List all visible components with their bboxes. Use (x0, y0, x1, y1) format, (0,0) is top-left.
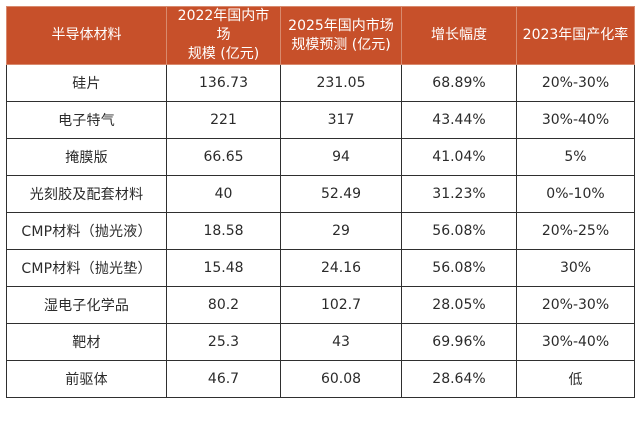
table-row: CMP材料（抛光液） 18.58 29 56.08% 20%-25% (6, 212, 635, 250)
market-2022-cell: 18.58 (166, 212, 281, 250)
market-2025-cell: 60.08 (280, 360, 402, 398)
market-2022-cell: 136.73 (166, 64, 281, 102)
table-body: 硅片 136.73 231.05 68.89% 20%-30% 电子特气 221 317 43.… (6, 64, 635, 398)
growth-rate-cell: 68.89% (401, 64, 517, 102)
header-material-line1: 半导体材料 (51, 27, 122, 43)
header-row: 半导体材料 2022年国内市场 规模 (亿元) 2025年国内市场 规模预测 (… (6, 6, 635, 65)
table-row: CMP材料（抛光垫） 15.48 24.16 56.08% 30% (6, 249, 635, 287)
market-2025-cell: 231.05 (280, 64, 402, 102)
table-row: 掩膜版 66.65 94 41.04% 5% (6, 138, 635, 176)
material-name-cell: 光刻胶及配套材料 (6, 175, 167, 213)
market-2025-cell: 24.16 (280, 249, 402, 287)
table-header: 半导体材料 2022年国内市场 规模 (亿元) 2025年国内市场 规模预测 (… (6, 6, 635, 65)
header-localization-line1: 2023年国产化率 (522, 27, 629, 43)
header-2025-market-forecast: 2025年国内市场 规模预测 (亿元) (280, 6, 402, 65)
localization-rate-cell: 20%-30% (516, 286, 635, 324)
header-2025-line1: 2025年国内市场 (288, 17, 394, 34)
header-growth-rate: 增长幅度 (401, 6, 517, 65)
market-2022-cell: 221 (166, 101, 281, 139)
header-localization-rate: 2023年国产化率 (516, 6, 635, 65)
market-2025-cell: 43 (280, 323, 402, 361)
semiconductor-materials-table: 半导体材料 2022年国内市场 规模 (亿元) 2025年国内市场 规模预测 (… (6, 6, 635, 398)
market-2025-cell: 52.49 (280, 175, 402, 213)
market-2022-cell: 25.3 (166, 323, 281, 361)
header-material: 半导体材料 (6, 6, 167, 65)
material-name-cell: 湿电子化学品 (6, 286, 167, 324)
table-row: 光刻胶及配套材料 40 52.49 31.23% 0%-10% (6, 175, 635, 213)
market-2022-cell: 46.7 (166, 360, 281, 398)
localization-rate-cell: 5% (516, 138, 635, 176)
material-name-cell: 掩膜版 (6, 138, 167, 176)
growth-rate-cell: 41.04% (401, 138, 517, 176)
header-2022-line2: 规模 (亿元) (187, 46, 260, 62)
header-2022-market-size: 2022年国内市场 规模 (亿元) (166, 6, 281, 65)
header-2025-line2: 规模预测 (亿元) (291, 36, 391, 53)
localization-rate-cell: 30%-40% (516, 323, 635, 361)
header-growth-line1: 增长幅度 (431, 27, 487, 43)
growth-rate-cell: 43.44% (401, 101, 517, 139)
market-2022-cell: 66.65 (166, 138, 281, 176)
header-2022-line1: 2022年国内市场 (177, 8, 270, 43)
growth-rate-cell: 56.08% (401, 212, 517, 250)
market-2025-cell: 94 (280, 138, 402, 176)
table-row: 靶材 25.3 43 69.96% 30%-40% (6, 323, 635, 361)
table-row: 电子特气 221 317 43.44% 30%-40% (6, 101, 635, 139)
material-name-cell: CMP材料（抛光液） (6, 212, 167, 250)
table-row: 前驱体 46.7 60.08 28.64% 低 (6, 360, 635, 398)
material-name-cell: 靶材 (6, 323, 167, 361)
material-name-cell: 电子特气 (6, 101, 167, 139)
localization-rate-cell: 20%-25% (516, 212, 635, 250)
localization-rate-cell: 30% (516, 249, 635, 287)
growth-rate-cell: 31.23% (401, 175, 517, 213)
market-2025-cell: 102.7 (280, 286, 402, 324)
market-2022-cell: 40 (166, 175, 281, 213)
market-2022-cell: 15.48 (166, 249, 281, 287)
material-name-cell: CMP材料（抛光垫） (6, 249, 167, 287)
localization-rate-cell: 30%-40% (516, 101, 635, 139)
localization-rate-cell: 0%-10% (516, 175, 635, 213)
localization-rate-cell: 低 (516, 360, 635, 398)
growth-rate-cell: 28.05% (401, 286, 517, 324)
growth-rate-cell: 56.08% (401, 249, 517, 287)
growth-rate-cell: 28.64% (401, 360, 517, 398)
market-2025-cell: 29 (280, 212, 402, 250)
table-row: 湿电子化学品 80.2 102.7 28.05% 20%-30% (6, 286, 635, 324)
market-table-container: 半导体材料 2022年国内市场 规模 (亿元) 2025年国内市场 规模预测 (… (6, 6, 635, 398)
localization-rate-cell: 20%-30% (516, 64, 635, 102)
growth-rate-cell: 69.96% (401, 323, 517, 361)
market-2022-cell: 80.2 (166, 286, 281, 324)
material-name-cell: 前驱体 (6, 360, 167, 398)
material-name-cell: 硅片 (6, 64, 167, 102)
table-row: 硅片 136.73 231.05 68.89% 20%-30% (6, 64, 635, 102)
market-2025-cell: 317 (280, 101, 402, 139)
